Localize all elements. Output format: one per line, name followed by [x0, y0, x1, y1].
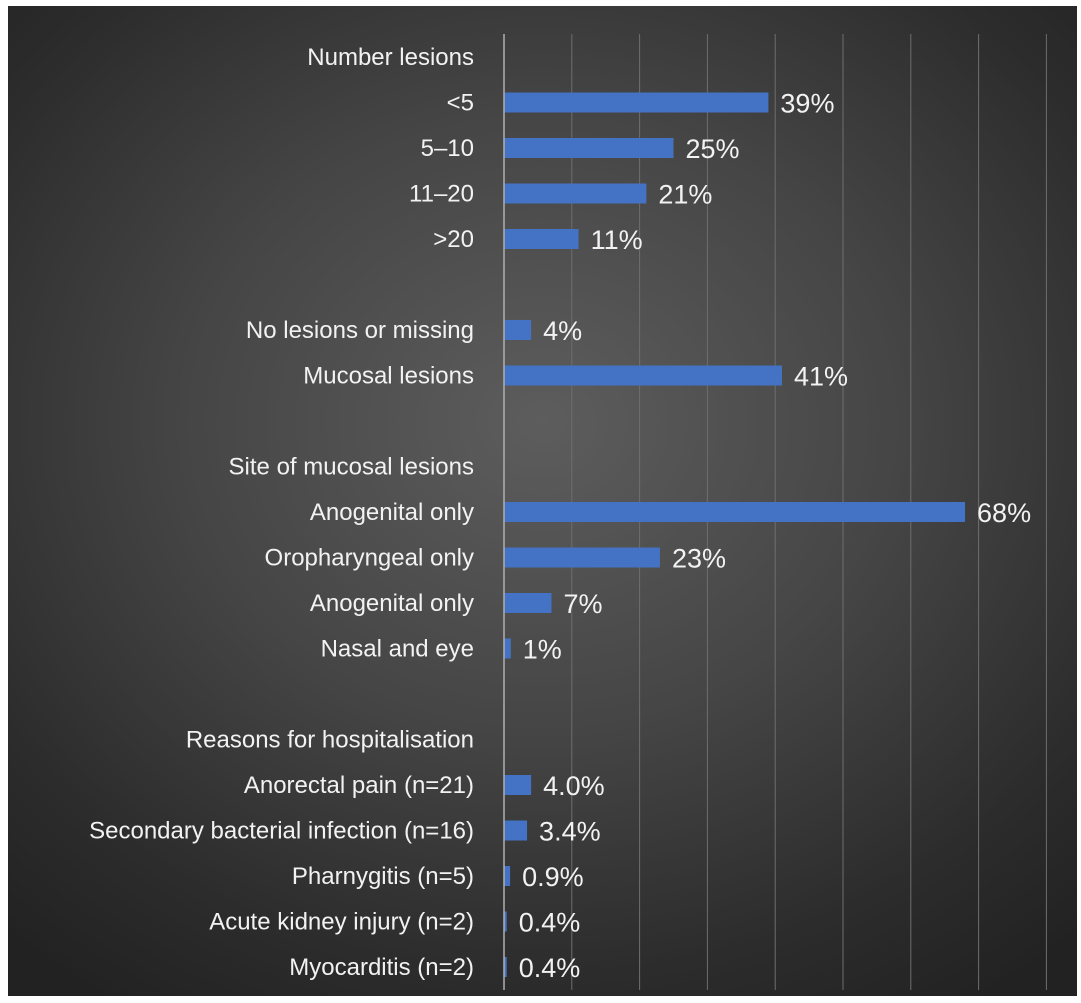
data-label: 68% [977, 498, 1031, 528]
data-label: 4% [543, 316, 582, 346]
category-label: Mucosal lesions [303, 363, 474, 390]
data-label: 1% [523, 635, 562, 665]
data-label: 39% [780, 89, 834, 119]
category-label: Anogenital only [310, 499, 474, 526]
bar [504, 911, 507, 932]
bar [504, 502, 966, 522]
bar [504, 866, 511, 886]
bar [504, 320, 532, 340]
category-label: >20 [433, 226, 474, 253]
category-label: Anogenital only [310, 590, 474, 617]
data-label: 11% [591, 225, 643, 255]
category-label: Oropharyngeal only [265, 545, 474, 572]
data-label: 23% [672, 544, 726, 574]
data-label: 0.4% [519, 953, 581, 983]
bar [504, 365, 782, 386]
bar-chart: Number lesions <5 39% 5–10 25% 11–20 21% >20 11%… [89, 34, 1047, 990]
data-label: 21% [658, 180, 712, 210]
bar [504, 593, 552, 613]
bar [504, 183, 647, 204]
bar [504, 92, 769, 113]
data-label: 7% [563, 589, 602, 619]
bar [504, 820, 528, 841]
category-label: Anorectal pain (n=21) [244, 772, 474, 799]
bar [504, 957, 507, 977]
category-label: Myocarditis (n=2) [289, 954, 474, 981]
category-label: No lesions or missing [246, 317, 474, 344]
bar [504, 547, 660, 568]
chart-panel: Number lesions <5 39% 5–10 25% 11–20 21% >20 11%… [8, 6, 1077, 996]
category-label: Number lesions [307, 44, 474, 71]
category-label: 5–10 [421, 135, 474, 162]
category-label: Reasons for hospitalisation [186, 727, 474, 754]
category-label: 11–20 [409, 181, 474, 208]
data-label: 25% [686, 134, 740, 164]
category-label: Pharnygitis (n=5) [292, 863, 474, 890]
data-label: 3.4% [539, 817, 601, 847]
category-label: Nasal and eye [321, 636, 474, 663]
bar [504, 138, 674, 158]
bar [504, 775, 532, 795]
category-label: <5 [447, 90, 474, 117]
data-label: 41% [794, 362, 848, 392]
data-label: 4.0% [543, 771, 605, 801]
bar [504, 229, 579, 249]
category-label: Site of mucosal lesions [229, 454, 474, 481]
bar [504, 638, 511, 659]
data-label: 0.9% [522, 862, 584, 892]
category-label: Secondary bacterial infection (n=16) [89, 818, 474, 845]
data-label: 0.4% [519, 908, 581, 938]
category-label: Acute kidney injury (n=2) [209, 909, 474, 936]
